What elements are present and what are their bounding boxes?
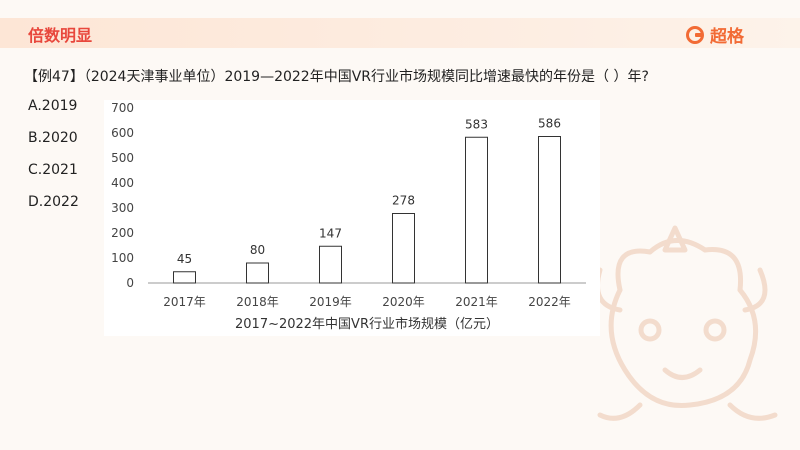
- bar: [319, 245, 342, 284]
- chart-panel: 0 100 200 300 400 500 600 700 45 2017年 80 2018年 147 2…: [104, 100, 600, 336]
- option-b[interactable]: B.2020: [28, 130, 78, 146]
- data-label: 583: [465, 117, 488, 131]
- y-tick-label: 400: [111, 176, 134, 190]
- x-tick-label: 2017年: [163, 295, 206, 309]
- data-label: 45: [177, 252, 192, 266]
- x-tick-label: 2018年: [236, 295, 279, 309]
- brand: 超格: [686, 22, 744, 47]
- bar: [173, 271, 196, 284]
- option-c[interactable]: C.2021: [28, 162, 78, 178]
- x-tick-label: 2020年: [382, 295, 425, 309]
- bar: [392, 213, 415, 284]
- option-d[interactable]: D.2022: [28, 194, 79, 210]
- brand-name: 超格: [710, 27, 744, 47]
- x-tick-label: 2021年: [455, 295, 498, 309]
- page-title: 倍数明显: [28, 26, 93, 45]
- x-axis-title: 2017~2022年中国VR行业市场规模（亿元）: [235, 316, 499, 332]
- bar: [538, 136, 561, 284]
- bar: [465, 136, 488, 284]
- unicorn-mascot-icon: [595, 225, 778, 421]
- y-tick-label: 500: [111, 151, 134, 165]
- data-label: 278: [392, 194, 415, 208]
- y-tick-label: 0: [126, 276, 134, 290]
- bar: [246, 262, 269, 284]
- header-bar: [0, 18, 800, 48]
- market-size-bar-chart: 0 100 200 300 400 500 600 700 45 2017年 80 2018年 147 2…: [111, 101, 586, 332]
- brand-logo-icon: [686, 25, 704, 44]
- data-label: 80: [250, 243, 265, 257]
- y-tick-label: 700: [111, 101, 134, 115]
- y-tick-label: 300: [111, 201, 134, 215]
- option-a[interactable]: A.2019: [28, 98, 78, 114]
- x-tick-label: 2022年: [528, 295, 571, 309]
- x-tick-label: 2019年: [309, 295, 352, 309]
- question-text: 【例47】（2024天津事业单位）2019—2022年中国VR行业市场规模同比增…: [24, 69, 649, 85]
- y-tick-label: 100: [111, 251, 134, 265]
- data-label: 586: [538, 117, 561, 131]
- y-tick-label: 200: [111, 226, 134, 240]
- y-tick-label: 600: [111, 126, 134, 140]
- data-label: 147: [319, 226, 342, 240]
